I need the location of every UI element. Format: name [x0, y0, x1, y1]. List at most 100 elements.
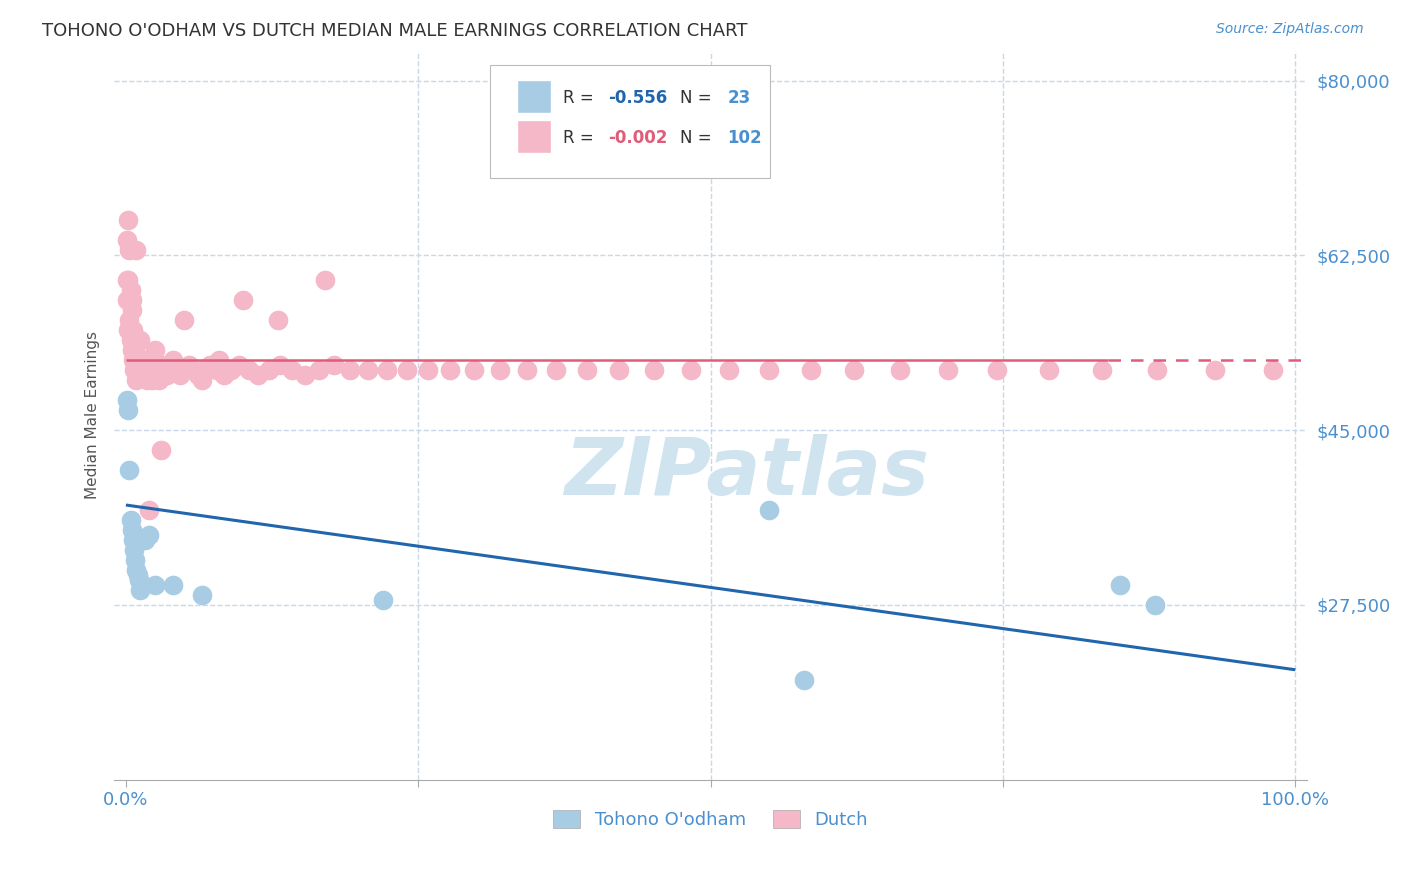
Point — [228, 358, 250, 372]
Point — [162, 353, 184, 368]
Point — [138, 528, 160, 542]
Point — [122, 353, 145, 368]
Bar — [517, 80, 551, 112]
Point — [121, 303, 143, 318]
Point — [115, 273, 138, 287]
Point — [643, 363, 665, 377]
Y-axis label: Median Male Earnings: Median Male Earnings — [86, 331, 100, 500]
Point — [1143, 598, 1166, 612]
Point — [575, 363, 598, 377]
Point — [267, 313, 290, 327]
Text: TOHONO O'ODHAM VS DUTCH MEDIAN MALE EARNINGS CORRELATION CHART: TOHONO O'ODHAM VS DUTCH MEDIAN MALE EARN… — [42, 22, 748, 40]
Point — [121, 293, 143, 308]
Point — [148, 373, 170, 387]
Point — [125, 373, 148, 387]
Text: -0.556: -0.556 — [607, 89, 668, 107]
Point — [120, 333, 142, 347]
Point — [294, 368, 316, 383]
Point — [129, 582, 152, 597]
Point — [165, 358, 187, 372]
Point — [889, 363, 911, 377]
FancyBboxPatch shape — [489, 65, 770, 178]
Point — [135, 363, 157, 377]
Point — [516, 363, 538, 377]
Text: N =: N = — [679, 129, 717, 147]
Point — [257, 363, 280, 377]
Point — [208, 353, 231, 368]
Point — [125, 244, 148, 258]
Text: Source: ZipAtlas.com: Source: ZipAtlas.com — [1216, 22, 1364, 37]
Point — [127, 363, 149, 377]
Point — [1261, 363, 1284, 377]
Point — [238, 363, 260, 377]
Point — [718, 363, 741, 377]
Point — [138, 358, 160, 372]
Point — [125, 363, 148, 377]
Point — [122, 533, 145, 547]
Point — [115, 234, 138, 248]
Point — [169, 368, 191, 383]
Point — [339, 363, 361, 377]
Point — [131, 363, 153, 377]
Point — [793, 673, 815, 687]
Point — [132, 368, 155, 383]
Text: N =: N = — [679, 89, 717, 107]
Point — [936, 363, 959, 377]
Point — [247, 368, 270, 383]
Point — [127, 353, 149, 368]
Point — [142, 363, 165, 377]
Point — [117, 323, 139, 337]
Point — [149, 443, 172, 458]
Point — [120, 283, 142, 297]
Point — [131, 578, 153, 592]
Point — [132, 353, 155, 368]
Point — [314, 273, 336, 287]
Point — [489, 363, 512, 377]
Point — [149, 358, 172, 372]
Point — [129, 353, 152, 368]
Point — [122, 333, 145, 347]
Point — [219, 363, 242, 377]
Point — [115, 293, 138, 308]
Point — [1109, 578, 1132, 592]
Point — [124, 353, 146, 368]
Text: 102: 102 — [727, 129, 762, 147]
Point — [183, 363, 205, 377]
Point — [269, 358, 291, 372]
Point — [232, 293, 254, 308]
Point — [162, 363, 184, 377]
Point — [127, 568, 149, 582]
Point — [439, 363, 461, 377]
Point — [463, 363, 485, 377]
Point — [193, 363, 215, 377]
Point — [198, 358, 221, 372]
Point — [134, 363, 156, 377]
Point — [395, 363, 418, 377]
Point — [191, 588, 214, 602]
Point — [546, 363, 568, 377]
Point — [122, 353, 145, 368]
Point — [357, 363, 380, 377]
Point — [121, 343, 143, 358]
Point — [162, 578, 184, 592]
Point — [117, 403, 139, 417]
Point — [156, 368, 179, 383]
Text: R =: R = — [562, 89, 599, 107]
Point — [134, 533, 156, 547]
Point — [177, 358, 200, 372]
Point — [121, 523, 143, 537]
Legend: Tohono O'odham, Dutch: Tohono O'odham, Dutch — [546, 803, 875, 836]
Bar — [517, 120, 551, 153]
Point — [187, 368, 209, 383]
Point — [118, 463, 141, 477]
Point — [205, 363, 228, 377]
Point — [159, 363, 181, 377]
Point — [118, 323, 141, 337]
Point — [115, 393, 138, 408]
Point — [152, 363, 174, 377]
Point — [136, 373, 159, 387]
Point — [136, 363, 159, 377]
Point — [117, 213, 139, 227]
Point — [125, 563, 148, 577]
Point — [128, 363, 150, 377]
